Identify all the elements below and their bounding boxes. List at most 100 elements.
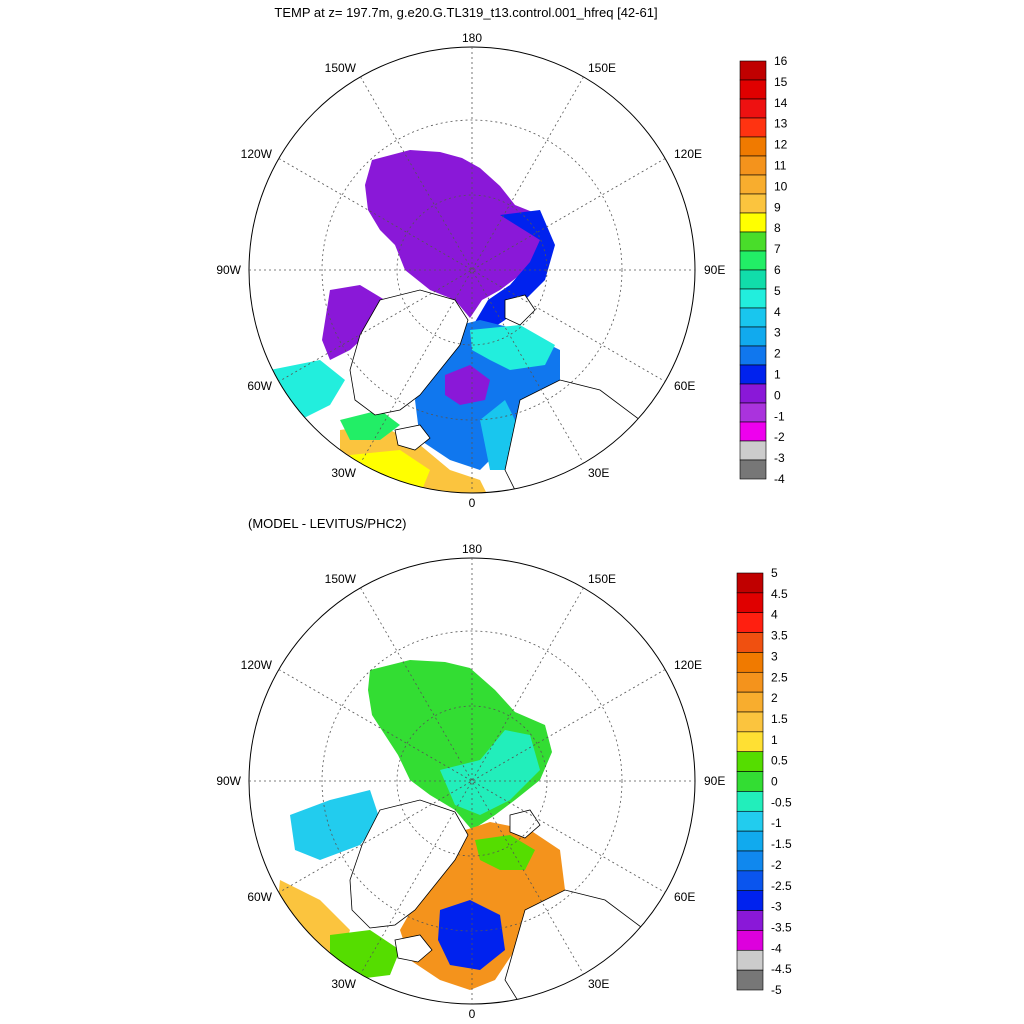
bottom-lon-30e: 30E: [588, 977, 609, 991]
colorbar-tick-label: 6: [774, 263, 781, 277]
colorbar-tick-label: 1: [771, 733, 778, 747]
labrador-sea-fill: [270, 360, 345, 420]
colorbar-swatch: [736, 890, 764, 911]
colorbar-tick-label: 0.5: [771, 754, 788, 768]
iceland-land: [394, 424, 431, 451]
colorbar-tick-label: 3.5: [771, 629, 788, 643]
colorbar-swatch: [736, 592, 764, 614]
colorbar-swatch: [736, 632, 764, 653]
bottom-lon-150w: 150W: [325, 572, 357, 586]
colorbar-swatch: [736, 850, 764, 872]
colorbar-swatch: [739, 345, 767, 366]
bottom-lon-120e: 120E: [674, 658, 702, 672]
svalbard-land-bottom: [509, 809, 541, 839]
colorbar-swatch: [739, 402, 767, 423]
colorbar-tick-label: 4: [771, 608, 778, 622]
colorbar-swatch: [736, 969, 764, 991]
colorbar-tick-label: 0: [771, 775, 778, 789]
bottom-colorbar: 5 4.5 4 3.5 3 2.5 2 1.5 1 0.5 0 -0.5 -1 -1.5 -2 -2.5 -3 -…: [736, 566, 792, 997]
colorbar-tick-label: -1.5: [771, 837, 792, 851]
colorbar-swatch: [739, 383, 767, 404]
top-lon-180: 180: [462, 31, 482, 45]
colorbar-swatch: [736, 731, 764, 753]
colorbar-tick-label: 3: [771, 649, 778, 663]
colorbar-tick-label: -0.5: [771, 795, 792, 809]
colorbar-tick-label: -3: [771, 900, 782, 914]
colorbar-swatch: [739, 440, 767, 461]
colorbar-swatch: [739, 459, 767, 480]
arctic-basin-fill: [365, 150, 552, 318]
colorbar-swatch: [739, 269, 767, 290]
colorbar-tick-label: 3: [774, 326, 781, 340]
colorbar-swatch: [739, 421, 767, 442]
greenland-land-bottom: [349, 799, 469, 929]
top-lon-60w: 60W: [247, 379, 272, 393]
colorbar-swatch: [739, 79, 767, 100]
colorbar-tick-label: -1: [771, 816, 782, 830]
bottom-panel: (MODEL - LEVITUS/PHC2): [216, 516, 792, 1021]
colorbar-tick-label: -3.5: [771, 920, 792, 934]
colorbar-tick-label: 13: [774, 117, 788, 131]
bottom-panel-title: (MODEL - LEVITUS/PHC2): [248, 516, 406, 531]
colorbar-tick-label: 5: [771, 566, 778, 580]
colorbar-tick-label: 8: [774, 221, 781, 235]
colorbar-swatch: [739, 250, 767, 271]
top-lon-30e: 30E: [588, 466, 609, 480]
colorbar-swatch: [736, 810, 764, 832]
colorbar-swatch: [736, 870, 764, 892]
colorbar-tick-label: 1: [774, 368, 781, 382]
colorbar-tick-label: -1: [774, 409, 785, 423]
bottom-graticule: [249, 558, 695, 1004]
colorbar-tick-label: -4.5: [771, 962, 792, 976]
colorbar-swatch: [736, 830, 764, 852]
colorbar-tick-label: 12: [774, 138, 788, 152]
bottom-lon-60e: 60E: [674, 890, 695, 904]
colorbar-swatch: [739, 117, 767, 138]
greenland-sea-blue: [438, 900, 505, 970]
iceland-land-bottom: [394, 934, 433, 963]
bottom-lon-30w: 30W: [331, 977, 356, 991]
top-lon-150e: 150E: [588, 61, 616, 75]
colorbar-swatch: [736, 711, 764, 733]
colorbar-tick-label: 4: [774, 305, 781, 319]
bottom-lon-150e: 150E: [588, 572, 616, 586]
colorbar-swatch: [736, 949, 764, 971]
colorbar-tick-label: 2: [771, 691, 778, 705]
irminger-green: [340, 410, 400, 440]
top-lon-150w: 150W: [325, 61, 357, 75]
colorbar-swatch: [736, 751, 764, 772]
colorbar-tick-label: 4.5: [771, 587, 788, 601]
colorbar-swatch: [739, 136, 767, 157]
colorbar-tick-label: 10: [774, 179, 788, 193]
svalbard-land: [504, 294, 536, 326]
colorbar-swatch: [739, 60, 767, 81]
colorbar-tick-label: 1.5: [771, 712, 788, 726]
colorbar-tick-label: -5: [771, 983, 782, 997]
colorbar-tick-label: 2: [774, 347, 781, 361]
archipelago-fill: [322, 285, 385, 360]
scandinavia-land: [504, 379, 651, 493]
colorbar-tick-label: 11: [774, 159, 787, 173]
atlantic-green-patch: [330, 930, 400, 980]
barents-cyan: [470, 325, 555, 370]
colorbar-swatch: [739, 307, 767, 328]
top-panel-title: TEMP at z= 197.7m, g.e20.G.TL319_t13.con…: [274, 5, 657, 20]
colorbar-swatch: [736, 771, 764, 792]
colorbar-tick-label: 7: [774, 242, 781, 256]
colorbar-tick-label: -3: [774, 451, 785, 465]
archipelago-diff: [290, 790, 380, 860]
colorbar-swatch: [739, 174, 767, 195]
colorbar-swatch: [736, 612, 764, 633]
top-panel: TEMP at z= 197.7m, g.e20.G.TL319_t13.con…: [216, 5, 787, 510]
fram-strait-green: [475, 835, 535, 870]
top-map-field: [270, 150, 651, 493]
colorbar-tick-label: -2.5: [771, 879, 792, 893]
colorbar-tick-label: -2: [774, 430, 785, 444]
colorbar-tick-label: 0: [774, 388, 781, 402]
colorbar-swatch: [736, 691, 764, 713]
top-lon-120w: 120W: [241, 147, 273, 161]
bottom-lon-90w: 90W: [216, 774, 241, 788]
colorbar-swatch: [739, 98, 767, 119]
